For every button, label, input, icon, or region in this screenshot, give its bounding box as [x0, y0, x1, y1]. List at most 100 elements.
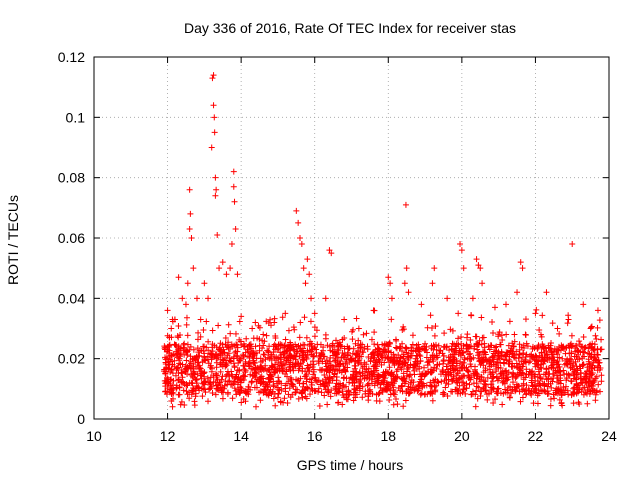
data-point: [212, 391, 219, 398]
data-point: [214, 231, 221, 238]
data-point: [293, 207, 300, 214]
data-point: [516, 369, 523, 376]
data-point: [311, 333, 318, 340]
data-point: [186, 186, 193, 193]
data-point: [224, 352, 231, 359]
data-point: [166, 341, 173, 348]
data-point: [304, 365, 311, 372]
data-point: [545, 371, 552, 378]
data-point: [447, 326, 454, 333]
data-point: [358, 361, 365, 368]
data-point: [429, 397, 436, 404]
data-point: [365, 380, 372, 387]
data-point: [328, 250, 335, 257]
data-point: [408, 344, 415, 351]
data-point: [357, 373, 364, 380]
data-point: [573, 363, 580, 370]
data-point: [311, 387, 318, 394]
data-point: [231, 376, 238, 383]
data-point: [478, 388, 485, 395]
data-point: [591, 346, 598, 353]
data-point: [300, 341, 307, 348]
data-point: [347, 355, 354, 362]
data-point: [500, 374, 507, 381]
data-point: [558, 388, 565, 395]
data-point: [315, 360, 322, 367]
data-point: [195, 329, 202, 336]
data-point: [506, 394, 513, 401]
data-point: [261, 351, 268, 358]
data-point: [537, 375, 544, 382]
data-point: [458, 247, 465, 254]
data-point: [489, 378, 496, 385]
data-point: [308, 381, 315, 388]
data-point: [226, 357, 233, 364]
data-point: [596, 317, 603, 324]
data-point: [267, 316, 274, 323]
data-point: [257, 355, 264, 362]
data-point: [428, 366, 435, 373]
data-point: [444, 366, 451, 373]
data-point: [203, 344, 210, 351]
data-point: [335, 363, 342, 370]
data-point: [593, 335, 600, 342]
data-point: [270, 395, 277, 402]
data-point: [524, 343, 531, 350]
data-point: [390, 390, 397, 397]
data-point: [585, 350, 592, 357]
data-point: [455, 310, 462, 317]
data-point: [192, 354, 199, 361]
data-point: [466, 381, 473, 388]
data-point: [206, 379, 213, 386]
data-point: [295, 219, 302, 226]
data-point: [306, 271, 313, 278]
data-point: [337, 360, 344, 367]
data-point: [418, 301, 425, 308]
data-point: [509, 370, 516, 377]
data-point: [267, 386, 274, 393]
data-point: [375, 391, 382, 398]
data-point: [205, 295, 212, 302]
data-point: [587, 370, 594, 377]
data-point: [299, 348, 306, 355]
data-point: [400, 323, 407, 330]
data-point: [471, 345, 478, 352]
data-point: [297, 360, 304, 367]
data-point: [492, 344, 499, 351]
data-point: [532, 377, 539, 384]
data-point: [315, 385, 322, 392]
data-point: [514, 289, 521, 296]
data-point: [240, 340, 247, 347]
data-point: [205, 338, 212, 345]
data-point: [365, 387, 372, 394]
data-point: [398, 383, 405, 390]
data-point: [349, 350, 356, 357]
data-point: [520, 376, 527, 383]
data-point: [402, 360, 409, 367]
data-point: [300, 265, 307, 272]
data-point: [451, 366, 458, 373]
data-point: [177, 401, 184, 408]
data-point: [336, 367, 343, 374]
data-point: [566, 372, 573, 379]
data-point: [378, 361, 385, 368]
data-point: [523, 390, 530, 397]
data-point: [256, 324, 263, 331]
data-point: [523, 366, 530, 373]
data-point: [564, 361, 571, 368]
data-point: [266, 378, 273, 385]
data-point: [324, 401, 331, 408]
data-point: [229, 395, 236, 402]
data-point: [447, 369, 454, 376]
data-point: [207, 362, 214, 369]
data-point: [367, 358, 374, 365]
chart-title: Day 336 of 2016, Rate Of TEC Index for r…: [184, 20, 516, 36]
data-point: [508, 347, 515, 354]
data-point: [219, 395, 226, 402]
data-point: [405, 383, 412, 390]
data-point: [253, 384, 260, 391]
data-point: [232, 225, 239, 232]
data-point: [271, 319, 278, 326]
data-point: [183, 382, 190, 389]
data-point: [409, 341, 416, 348]
